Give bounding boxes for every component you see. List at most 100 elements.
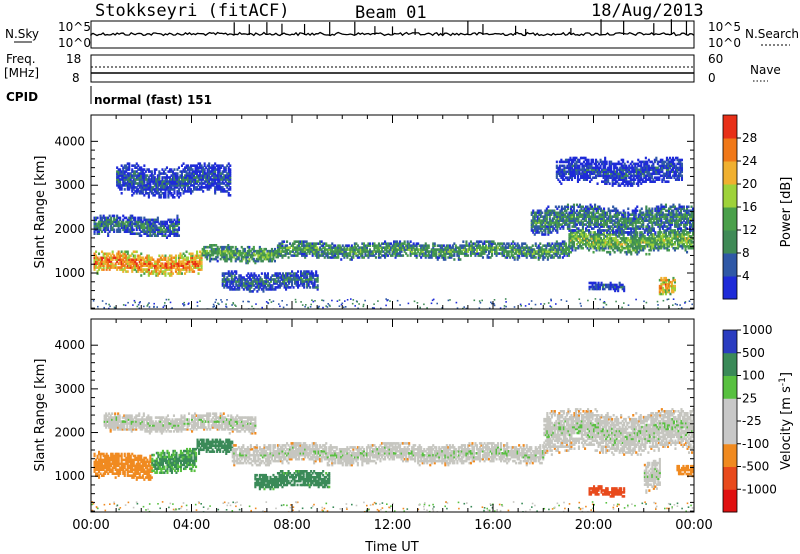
heatmap-cell: [642, 235, 645, 238]
heatmap-cell: [135, 258, 138, 261]
heatmap-cell: [459, 246, 462, 249]
heatmap-cell: [439, 252, 442, 255]
heatmap-cell: [689, 229, 692, 232]
heatmap-cell: [648, 221, 651, 224]
heatmap-cell: [203, 247, 206, 251]
heatmap-cell: [159, 190, 162, 193]
heatmap-cell: [238, 280, 241, 283]
heatmap-cell: [597, 215, 600, 218]
heatmap-cell: [311, 250, 314, 253]
heatmap-cell: [290, 254, 293, 257]
heatmap-cell: [574, 219, 577, 222]
heatmap-cell: [444, 248, 447, 251]
heatmap-cell: [491, 250, 494, 253]
heatmap-cell: [545, 215, 548, 218]
heatmap-cell: [377, 256, 381, 259]
heatmap-cell: [591, 213, 594, 216]
heatmap-cell: [138, 254, 141, 258]
heatmap-cell: [634, 250, 637, 254]
heatmap-cell: [266, 276, 270, 279]
heatmap-cell: [277, 276, 280, 279]
heatmap-cell: [352, 254, 355, 257]
heatmap-cell: [633, 241, 636, 244]
heatmap-cell: [237, 253, 240, 257]
heatmap-cell: [119, 266, 122, 269]
heatmap-cell: [663, 205, 666, 209]
heatmap-cell: [105, 222, 108, 226]
heatmap-cell: [119, 218, 122, 222]
heatmap-cell: [621, 221, 624, 224]
heatmap-cell: [581, 237, 585, 240]
heatmap-cell: [580, 246, 583, 250]
heatmap-cell: [682, 205, 686, 209]
heatmap-cell: [571, 235, 574, 238]
heatmap-cell: [663, 223, 666, 226]
heatmap-cell: [155, 184, 158, 187]
heatmap-cell: [149, 224, 152, 228]
heatmap-cell: [277, 280, 280, 283]
heatmap-cell: [624, 231, 627, 234]
heatmap-cell: [588, 229, 591, 232]
heatmap-cell: [612, 243, 615, 246]
freq-tick-bottom: 8: [72, 71, 80, 85]
heatmap-cell: [209, 257, 212, 261]
heatmap-cell: [604, 243, 607, 246]
heatmap-cell: [193, 260, 196, 263]
heatmap-cell: [143, 176, 146, 179]
heatmap-cell: [678, 207, 681, 211]
heatmap-cell: [238, 284, 241, 287]
heatmap-cell: [110, 260, 113, 263]
heatmap-cell: [329, 248, 332, 251]
heatmap-cell: [170, 178, 173, 181]
heatmap-cell: [379, 244, 382, 247]
heatmap-cell: [235, 272, 238, 275]
heatmap-cell: [176, 266, 179, 269]
heatmap-cell: [637, 213, 640, 216]
heatmap-cell: [477, 254, 480, 257]
heatmap-cell: [594, 237, 597, 240]
heatmap-cell: [247, 282, 250, 285]
heatmap-cell: [651, 235, 654, 238]
heatmap-cell: [448, 254, 451, 257]
heatmap-cell: [616, 211, 619, 215]
heatmap-cell: [557, 215, 560, 218]
heatmap-cell: [257, 253, 260, 257]
heatmap-cell: [331, 256, 334, 259]
heatmap-cell: [592, 215, 595, 218]
heatmap-cell: [289, 242, 292, 245]
heatmap-cell: [143, 218, 146, 222]
heatmap-cell: [598, 246, 601, 250]
heatmap-cell: [255, 249, 258, 253]
heatmap-cell: [131, 194, 134, 197]
heatmap-cell: [170, 262, 173, 265]
heatmap-cell: [561, 248, 564, 251]
heatmap-cell: [105, 264, 108, 267]
heatmap-cell: [600, 215, 603, 218]
heatmap-cell: [541, 233, 544, 236]
heatmap-cell: [648, 209, 651, 213]
heatmap-cell: [171, 262, 175, 265]
heatmap-cell: [170, 264, 173, 267]
heatmap-cell: [515, 244, 518, 247]
heatmap-cell: [542, 225, 545, 228]
heatmap-cell: [595, 235, 598, 238]
heatmap-cell: [586, 205, 589, 209]
heatmap-cell: [636, 252, 639, 256]
heatmap-cell: [670, 229, 674, 232]
heatmap-cell: [134, 218, 137, 222]
heatmap-cell: [594, 231, 597, 234]
heatmap-cell: [527, 248, 530, 251]
heatmap-cell: [498, 248, 501, 251]
heatmap-cell: [684, 215, 687, 218]
heatmap-cell: [536, 229, 539, 232]
heatmap-cell: [150, 222, 153, 226]
heatmap-cell: [465, 240, 468, 243]
heatmap-cell: [119, 252, 122, 256]
heatmap-cell: [309, 278, 312, 281]
heatmap-cell: [547, 227, 550, 230]
heatmap-cell: [356, 256, 359, 259]
heatmap-cell: [146, 224, 149, 228]
heatmap-cell: [102, 262, 105, 265]
heatmap-cell: [96, 228, 99, 232]
heatmap-cell: [423, 244, 426, 247]
